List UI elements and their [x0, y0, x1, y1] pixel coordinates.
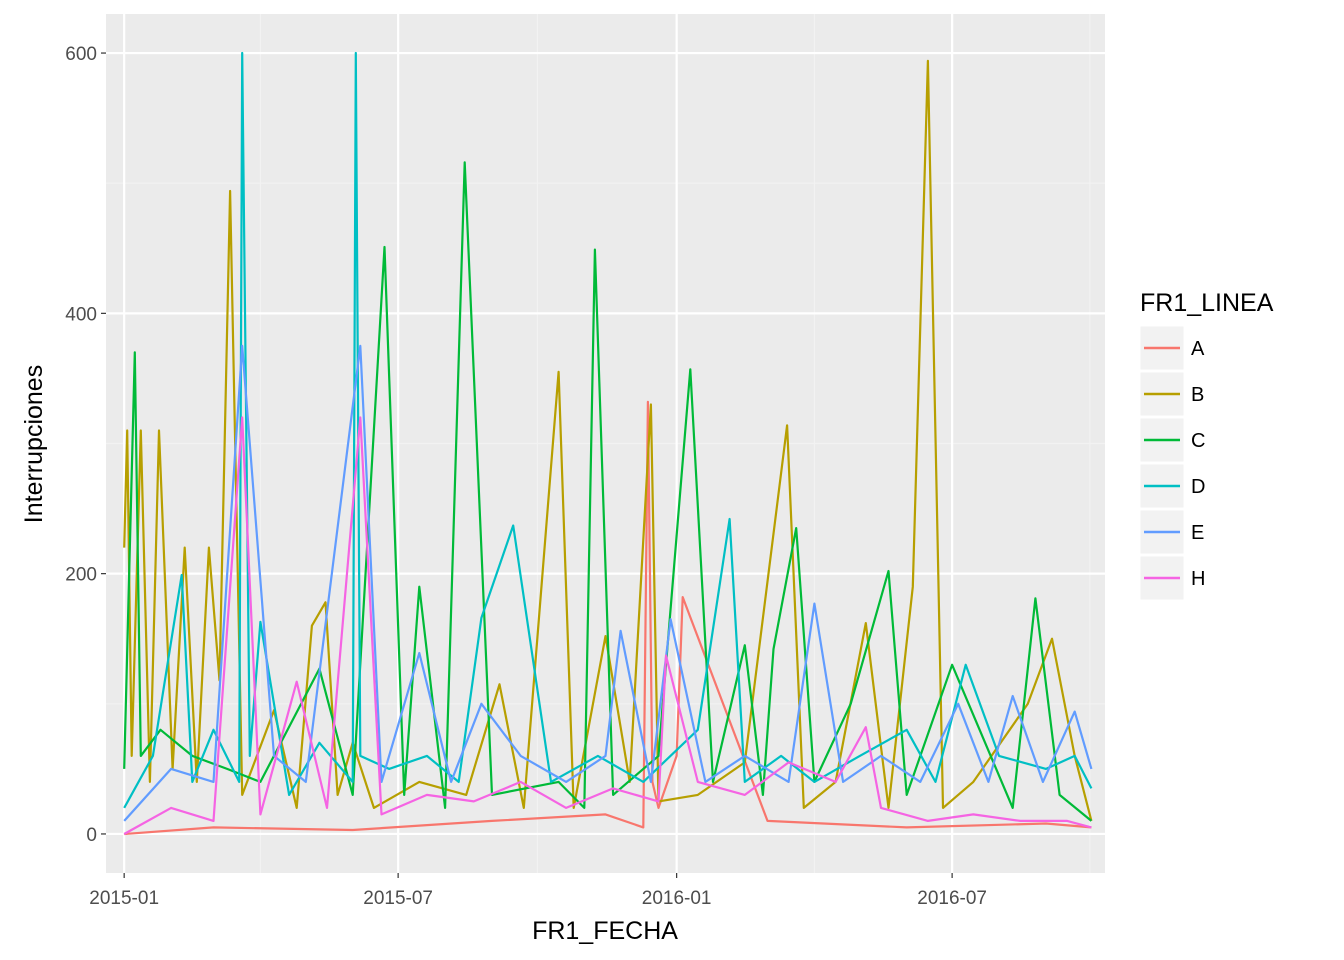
- legend-label: H: [1191, 568, 1205, 590]
- legend-label: C: [1191, 430, 1205, 452]
- x-tick-label: 2015-01: [89, 888, 159, 909]
- series-line-a: [124, 400, 1092, 836]
- y-tick-label: 200: [65, 565, 97, 586]
- legend-item-d: D: [1139, 463, 1205, 509]
- legend-title: FR1_LINEA: [1140, 289, 1274, 317]
- series-line-e: [123, 344, 1093, 822]
- series-line-d: [123, 51, 1093, 809]
- legend-item-b: B: [1139, 371, 1204, 417]
- legend-item-a: A: [1139, 325, 1205, 371]
- series-lines: [123, 51, 1093, 836]
- y-axis: 0 200 400 600: [65, 44, 106, 846]
- legend-label: E: [1191, 522, 1204, 544]
- x-tick-label: 2015-07: [363, 888, 433, 909]
- legend-label: B: [1191, 384, 1204, 406]
- x-tick-label: 2016-07: [917, 888, 987, 909]
- legend: FR1_LINEA A B C D E H: [1139, 289, 1274, 601]
- series-line-h: [123, 416, 1092, 835]
- minor-gridlines: [106, 14, 1105, 873]
- series-line-b: [123, 59, 1093, 822]
- y-tick-label: 600: [65, 44, 97, 65]
- y-axis-title: Interrupciones: [20, 365, 48, 523]
- legend-items: A B C D E H: [1139, 325, 1205, 601]
- y-tick-label: 400: [65, 304, 97, 325]
- legend-item-h: H: [1139, 555, 1205, 601]
- x-axis: 2015-01 2015-07 2016-01 2016-07: [89, 873, 987, 909]
- series-line-c: [123, 161, 1093, 822]
- legend-item-c: C: [1139, 417, 1205, 463]
- legend-label: A: [1191, 338, 1205, 360]
- major-gridlines: [106, 14, 1105, 873]
- x-tick-label: 2016-01: [642, 888, 712, 909]
- legend-label: D: [1191, 476, 1205, 498]
- x-axis-title: FR1_FECHA: [532, 917, 678, 945]
- y-tick-label: 0: [86, 825, 97, 846]
- legend-item-e: E: [1139, 509, 1204, 555]
